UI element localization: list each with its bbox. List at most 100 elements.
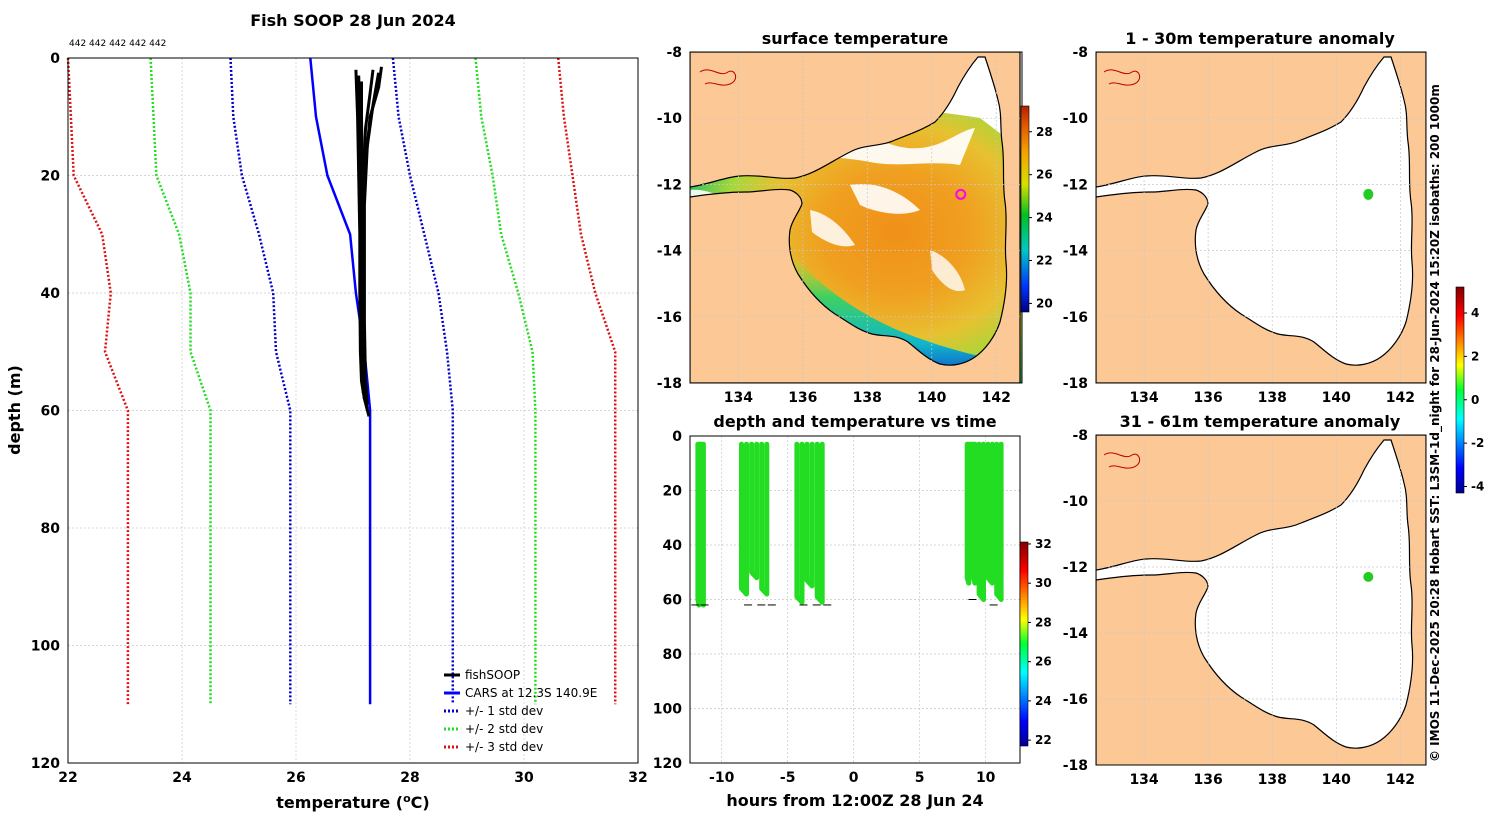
anomaly-1-30m-y-tick-label: -8	[1072, 45, 1088, 61]
time-series-cast-0	[695, 441, 706, 608]
time-series-y-tick-label: 20	[663, 484, 683, 500]
legend-label-std2: +/- 2 std dev	[465, 722, 543, 736]
sst-map-x-tick-label: 140	[917, 390, 946, 406]
sst-colorbar-label: 28	[1036, 125, 1053, 139]
profile-y-axis-label: depth (m)	[5, 365, 24, 455]
sst-map-x-tick-label: 142	[982, 390, 1011, 406]
anomaly-1-30m-y-tick-label: -16	[1063, 310, 1088, 326]
anomaly-colorbar-label: 4	[1471, 306, 1479, 320]
legend-label-cars: CARS at 12.3S 140.9E	[465, 686, 597, 700]
profile-legend: fishSOOP CARS at 12.3S 140.9E +/- 1 std …	[444, 668, 597, 754]
time-series-cast-trace	[994, 441, 1004, 602]
anomaly-31-61m-y-tick-label: -18	[1063, 758, 1088, 774]
time-series-cast-trace	[749, 441, 760, 581]
time-series-cast-trace	[794, 441, 805, 605]
time-series-cast-trace	[699, 441, 706, 608]
time-series-y-tick-label: 120	[653, 756, 682, 772]
sst-cast-location-marker	[955, 188, 967, 200]
anomaly-1-30m-x-tick-label: 140	[1322, 390, 1351, 406]
sst-map-y-tick-label: -8	[666, 45, 682, 61]
anomaly-colorbar-label: 0	[1471, 393, 1479, 407]
profile-x-tick-label: 32	[628, 770, 647, 786]
anomaly-31-61m-x-tick-label: 134	[1129, 772, 1158, 788]
time-series-x-tick-label: -5	[780, 770, 796, 786]
profile-x-tick-label: 24	[172, 770, 192, 786]
anomaly-colorbar-label: -4	[1471, 479, 1484, 493]
anomaly-31-61m-y-tick-label: -10	[1063, 494, 1089, 510]
time-series-colorbar	[1019, 541, 1029, 747]
profile-line-plus2	[474, 57, 537, 705]
anomaly-1-30m-isobath	[1103, 69, 1141, 86]
anomaly-1-30m-x-tick-label: 142	[1386, 390, 1415, 406]
profile-line-plus1	[391, 57, 455, 705]
sst-map-y-tick-label: -14	[657, 244, 683, 260]
time-series-colorbar-label: 26	[1035, 655, 1052, 669]
profile-line-minus2	[149, 57, 212, 705]
sst-map-x-tick-label: 136	[788, 390, 817, 406]
profile-axes-box	[67, 57, 639, 764]
time-series-x-tick-label: -10	[709, 770, 735, 786]
time-series-cast-trace	[970, 441, 978, 586]
legend-label-fishsoop: fishSOOP	[465, 668, 520, 682]
anomaly-31-61m-x-tick-label: 140	[1322, 772, 1351, 788]
depth-profile-chart: Fish SOOP 28 Jun 2024 442 442 442 442 44…	[5, 11, 648, 812]
credit-text: © IMOS 11-Dec-2025 20:28 Hobart SST: L3S…	[1428, 84, 1443, 762]
sst-colorbar-ticks: 20 22 24 26 28	[1029, 125, 1053, 310]
anomaly-1-30m-y-tick-label: -14	[1063, 244, 1089, 260]
anomaly-1-30m-x-tick-label: 138	[1258, 390, 1287, 406]
time-series-x-tick-label: 0	[849, 770, 859, 786]
time-series-casts	[691, 441, 1004, 608]
anomaly-31-61m-x-tick-label: 136	[1194, 772, 1223, 788]
time-series-cast-1	[739, 441, 770, 597]
sst-colorbar-label: 26	[1036, 168, 1053, 182]
anomaly-colorbar	[1455, 286, 1465, 494]
time-series-y-tick-label: 40	[663, 538, 683, 554]
anomaly-31-61m-title: 31 - 61m temperature anomaly	[1120, 412, 1401, 431]
profile-x-tick-label: 30	[514, 770, 534, 786]
anomaly-1-30m-cast-marker	[1363, 188, 1374, 200]
fishsoop-profile-5	[362, 72, 381, 405]
anomaly-1-30m-map: 1 - 30m temperature anomaly 134 136 138 140…	[1063, 29, 1427, 406]
time-series-cast-trace	[814, 441, 825, 605]
profile-series	[66, 57, 617, 705]
time-series-cast-trace	[985, 441, 995, 586]
anomaly-31-61m-y-tick-label: -8	[1072, 428, 1088, 444]
sst-map-y-tick-label: -18	[657, 376, 682, 392]
time-series-cast-4	[976, 441, 1004, 602]
legend-label-std3: +/- 3 std dev	[465, 740, 543, 754]
time-series-title: depth and temperature vs time	[713, 412, 996, 431]
time-series-x-axis-label: hours from 12:00Z 28 Jun 24	[726, 791, 983, 810]
profile-title: Fish SOOP 28 Jun 2024	[250, 11, 456, 30]
profile-tick-labels: 22 24 26 28 30 32 0 20 40 60 80 100 120	[31, 51, 648, 786]
anomaly-31-61m-axes-box	[1095, 434, 1427, 766]
anomaly-1-30m-tick-labels: 134 136 138 140 142 -8 -10 -12 -14 -16 -18	[1063, 45, 1415, 406]
time-series-cast-trace	[759, 441, 770, 597]
anomaly-31-61m-y-tick-label: -14	[1063, 626, 1089, 642]
time-series-colorbar-label: 24	[1035, 694, 1052, 708]
profile-line-minus1	[229, 57, 292, 705]
profile-count-annotation: 442 442 442 442 442	[69, 39, 166, 49]
anomaly-1-30m-x-tick-label: 136	[1194, 390, 1223, 406]
sst-isobath	[699, 69, 737, 86]
profile-y-tick-label: 20	[41, 169, 61, 185]
sst-map-title: surface temperature	[762, 29, 949, 48]
profile-gridlines	[67, 57, 639, 764]
sst-map-x-tick-label: 138	[853, 390, 882, 406]
profile-y-tick-label: 80	[41, 521, 61, 537]
anomaly-colorbar-label: -2	[1471, 436, 1484, 450]
profile-x-axis-label: temperature (oC)	[276, 792, 429, 812]
anomaly-1-30m-y-tick-label: -18	[1063, 376, 1088, 392]
anomaly-31-61m-isobath	[1103, 452, 1141, 469]
anomaly-31-61m-x-tick-label: 142	[1386, 772, 1415, 788]
anomaly-31-61m-map: 31 - 61m temperature anomaly 134 136 138 14…	[1063, 412, 1427, 788]
profile-y-tick-label: 60	[41, 404, 61, 420]
time-series-colorbar-label: 32	[1035, 537, 1052, 551]
anomaly-1-30m-title: 1 - 30m temperature anomaly	[1125, 29, 1395, 48]
anomaly-31-61m-x-tick-label: 138	[1258, 772, 1287, 788]
time-series-colorbar-ticks: 22 24 26 28 30 32	[1028, 537, 1052, 747]
time-series-colorbar-label: 22	[1035, 733, 1052, 747]
sst-colorbar	[1020, 105, 1030, 313]
profile-x-tick-label: 26	[286, 770, 305, 786]
